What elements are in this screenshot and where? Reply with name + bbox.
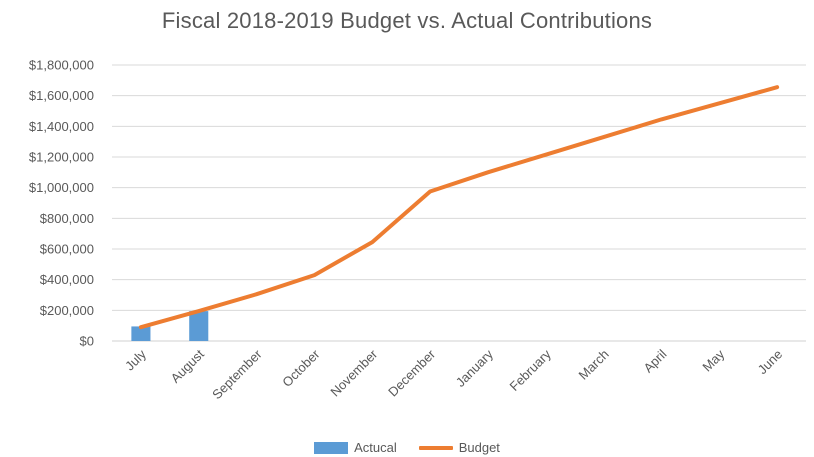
y-tick-label: $400,000 [40, 272, 94, 287]
y-tick-label: $1,800,000 [29, 58, 94, 73]
x-tick-label-september: September [209, 346, 265, 402]
x-tick-label-december: December [385, 346, 438, 399]
x-tick-label-june: June [755, 347, 786, 378]
actual-bars [131, 311, 209, 341]
x-tick-label-october: October [279, 346, 323, 390]
legend-label-budget: Budget [458, 440, 500, 455]
x-tick-label-march: March [576, 347, 612, 383]
x-axis-tick-labels: July August September October November Decemb… [122, 346, 785, 402]
x-tick-label-july: July [122, 346, 149, 373]
x-tick-label-february: February [506, 346, 554, 394]
legend-label-actual: Actucal [354, 440, 397, 455]
legend: Actucal Budget [0, 440, 814, 455]
y-axis-tick-labels: $0 $200,000 $400,000 $600,000 $800,000 $1,000… [29, 58, 94, 349]
legend-swatch-actual [314, 441, 349, 454]
chart-title: Fiscal 2018-2019 Budget vs. Actual Contr… [161, 8, 653, 33]
y-tick-label: $0 [80, 334, 94, 349]
x-tick-label-january: January [453, 346, 497, 390]
y-tick-label: $200,000 [40, 303, 94, 318]
x-tick-label-november: November [327, 346, 380, 399]
y-tick-label: $600,000 [40, 242, 94, 257]
legend-swatch-budget [418, 445, 453, 450]
bar-actual-july [131, 326, 151, 341]
legend-item-budget: Budget [418, 440, 500, 455]
y-tick-label: $1,200,000 [29, 150, 94, 165]
gridlines [112, 64, 806, 342]
y-tick-label: $1,600,000 [29, 88, 94, 103]
y-tick-label: $1,400,000 [29, 119, 94, 134]
chart-plot: $0 $200,000 $400,000 $600,000 $800,000 $1,000… [29, 58, 806, 402]
budget-line [138, 85, 780, 330]
budget-line-layer [138, 85, 780, 330]
x-tick-label-august: August [168, 346, 207, 385]
y-tick-label: $1,000,000 [29, 180, 94, 195]
x-tick-label-may: May [699, 346, 727, 374]
x-tick-label-april: April [641, 346, 670, 375]
bar-actual-august [189, 311, 209, 341]
legend-item-actual: Actucal [314, 440, 397, 455]
y-tick-label: $800,000 [40, 211, 94, 226]
